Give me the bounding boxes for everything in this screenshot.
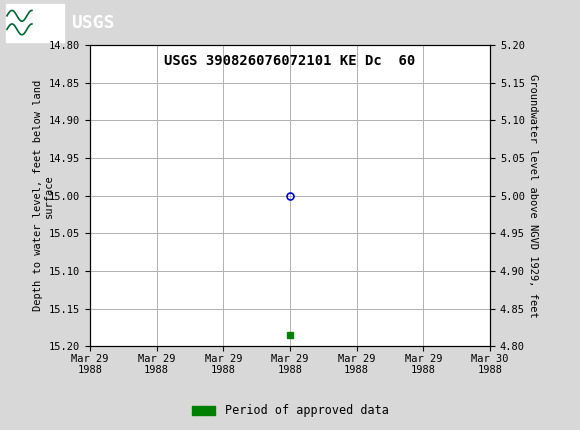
- Bar: [6, 3, 64, 42]
- Text: USGS: USGS: [71, 14, 114, 31]
- Y-axis label: Depth to water level, feet below land
surface: Depth to water level, feet below land su…: [32, 80, 54, 311]
- Legend: Period of approved data: Period of approved data: [187, 399, 393, 422]
- Y-axis label: Groundwater level above NGVD 1929, feet: Groundwater level above NGVD 1929, feet: [528, 74, 538, 317]
- Text: USGS 390826076072101 KE Dc  60: USGS 390826076072101 KE Dc 60: [164, 54, 416, 68]
